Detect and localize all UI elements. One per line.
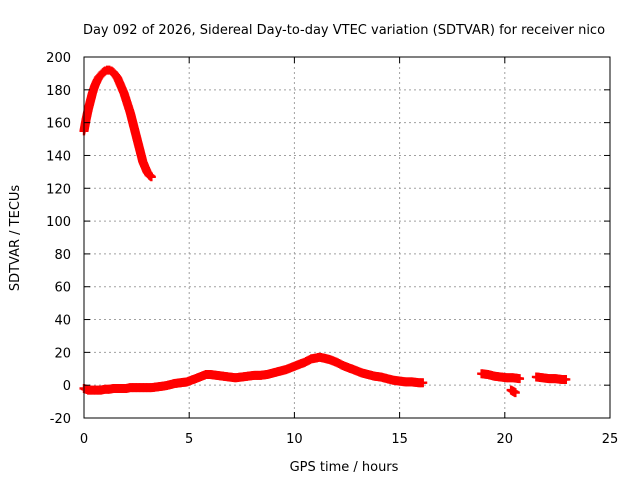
x-tick-label: 25 bbox=[602, 432, 619, 447]
y-tick-label: 140 bbox=[46, 149, 71, 164]
data-point bbox=[418, 378, 428, 388]
y-tick-label: 180 bbox=[46, 84, 71, 99]
x-axis: 0 5 10 15 20 25 bbox=[80, 57, 618, 447]
chart-title: Day 092 of 2026, Sidereal Day-to-day VTE… bbox=[83, 23, 605, 38]
y-tick-label: 20 bbox=[54, 346, 71, 361]
plot-frame bbox=[83, 56, 611, 419]
y-tick-label: 100 bbox=[46, 215, 71, 230]
data-point bbox=[146, 172, 156, 182]
data-point bbox=[561, 374, 571, 384]
y-tick-label: 200 bbox=[46, 51, 71, 66]
series-high-arc bbox=[79, 65, 156, 182]
y-tick-label: -20 bbox=[50, 412, 71, 427]
y-axis-label: SDTVAR / TECUs bbox=[8, 185, 23, 292]
data-points bbox=[79, 65, 571, 398]
y-tick-label: 60 bbox=[54, 281, 71, 296]
x-tick-label: 0 bbox=[80, 432, 88, 447]
x-axis-label: GPS time / hours bbox=[290, 460, 399, 475]
y-tick-label: 0 bbox=[63, 379, 71, 394]
y-axis: -20 0 20 40 60 80 100 120 140 160 180 200 bbox=[46, 51, 610, 427]
y-tick-label: 160 bbox=[46, 117, 71, 132]
x-tick-label: 15 bbox=[391, 432, 408, 447]
series-outlier bbox=[506, 385, 520, 398]
x-tick-label: 10 bbox=[286, 432, 303, 447]
grid bbox=[84, 57, 610, 418]
x-tick-label: 5 bbox=[185, 432, 193, 447]
data-point bbox=[510, 388, 520, 398]
y-tick-label: 120 bbox=[46, 182, 71, 197]
y-tick-label: 80 bbox=[54, 248, 71, 263]
data-point bbox=[515, 374, 525, 384]
series-late-track bbox=[477, 369, 571, 384]
y-tick-label: 40 bbox=[54, 314, 71, 329]
series-main-track bbox=[79, 352, 428, 395]
x-tick-label: 20 bbox=[497, 432, 514, 447]
